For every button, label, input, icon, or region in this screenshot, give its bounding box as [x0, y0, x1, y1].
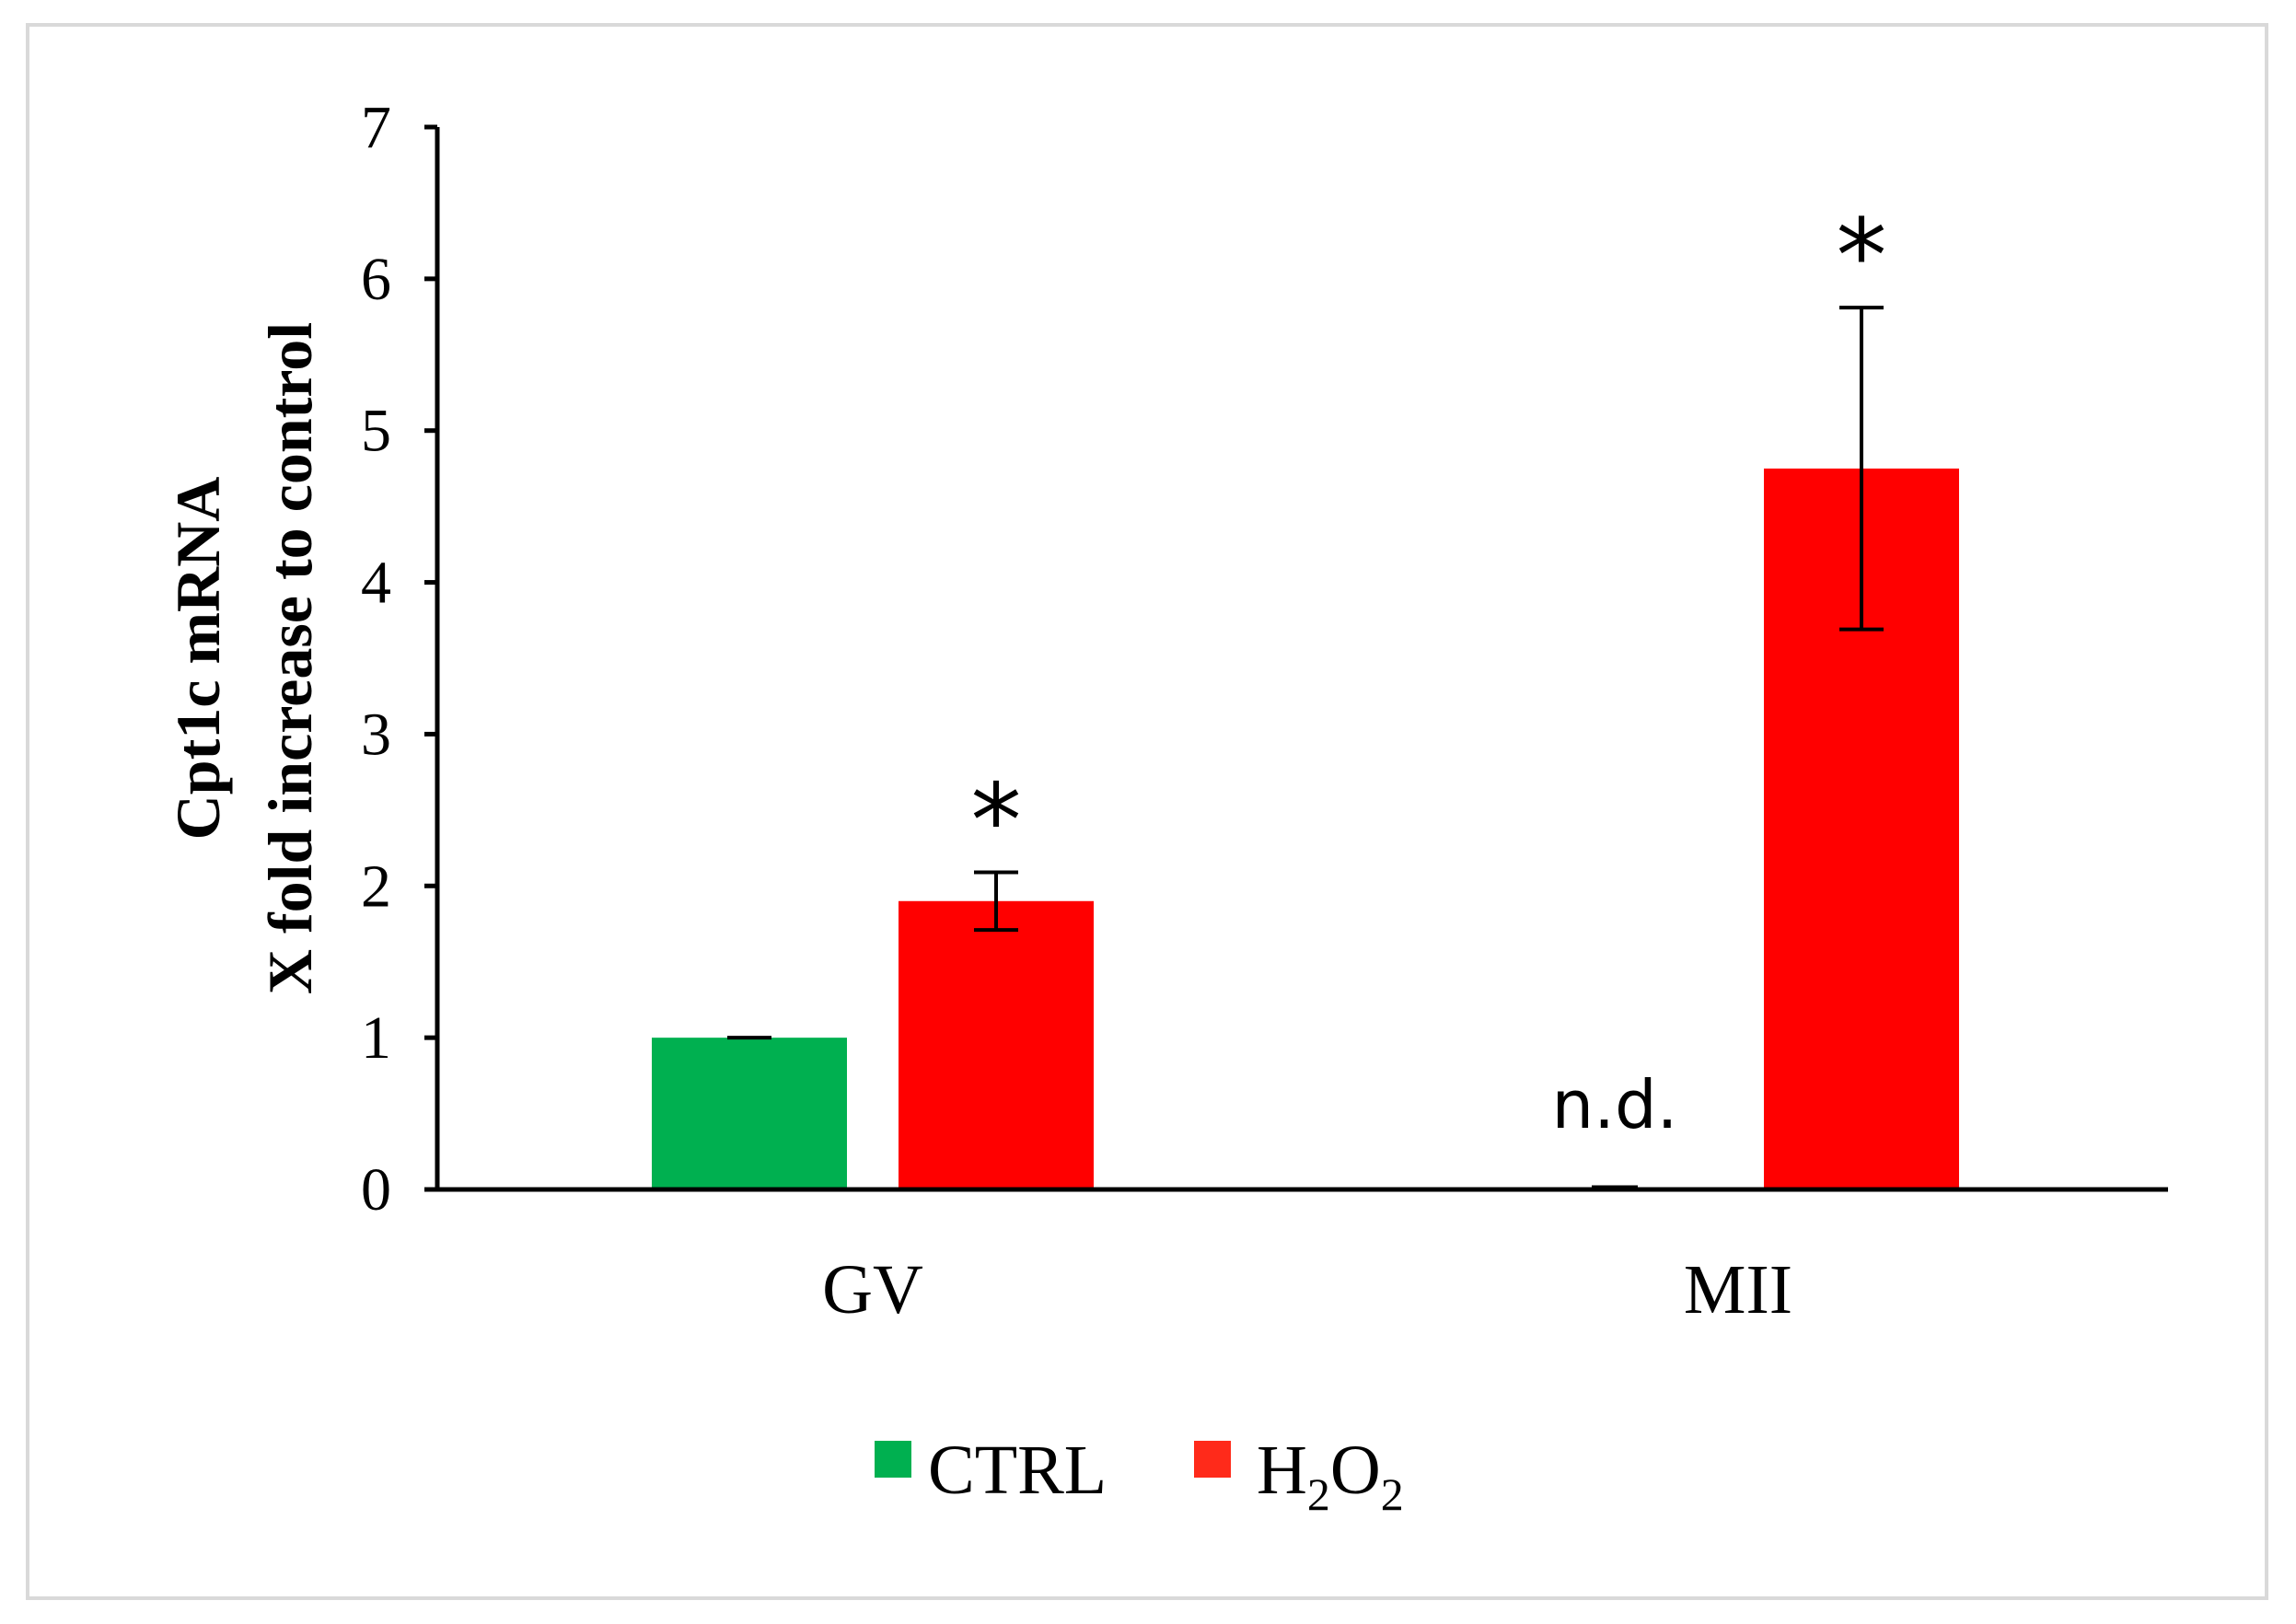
y-tick-label: 6 [361, 246, 391, 313]
legend: CTRL H2O2 [875, 1432, 1404, 1520]
y-ticks: 0 1 2 3 4 5 6 7 [361, 94, 437, 1224]
x-tick-label: GV [822, 1251, 923, 1328]
y-axis-label-line1: Cpt1c mRNA [163, 477, 233, 841]
bar-h2o2-gv [899, 900, 1094, 1189]
significance-asterisk: * [971, 761, 1022, 879]
legend-swatch-ctrl [875, 1441, 911, 1478]
x-tick-label: MII [1684, 1251, 1792, 1328]
annotations: * * n.d. [971, 197, 1887, 1143]
y-tick-label: 5 [361, 398, 391, 465]
legend-label-h2o2: H2O2 [1257, 1432, 1404, 1520]
y-axis-label-line2: X fold increase to control [255, 322, 325, 994]
x-tick-labels: GV MII [822, 1251, 1792, 1328]
error-bars-layer [727, 306, 1884, 1040]
y-tick-label: 7 [361, 94, 391, 161]
legend-swatch-h2o2 [1194, 1441, 1231, 1478]
significance-asterisk: * [1837, 197, 1887, 315]
y-tick-label: 1 [361, 1004, 391, 1072]
bar-ctrl-gv [652, 1038, 847, 1189]
y-tick-label: 3 [361, 701, 391, 768]
bars-layer [652, 468, 1959, 1189]
y-tick-label: 2 [361, 853, 391, 920]
y-tick-label: 0 [361, 1156, 391, 1224]
not-detected-label: n.d. [1551, 1066, 1677, 1143]
legend-label-ctrl: CTRL [928, 1432, 1107, 1509]
y-tick-label: 4 [361, 550, 391, 617]
